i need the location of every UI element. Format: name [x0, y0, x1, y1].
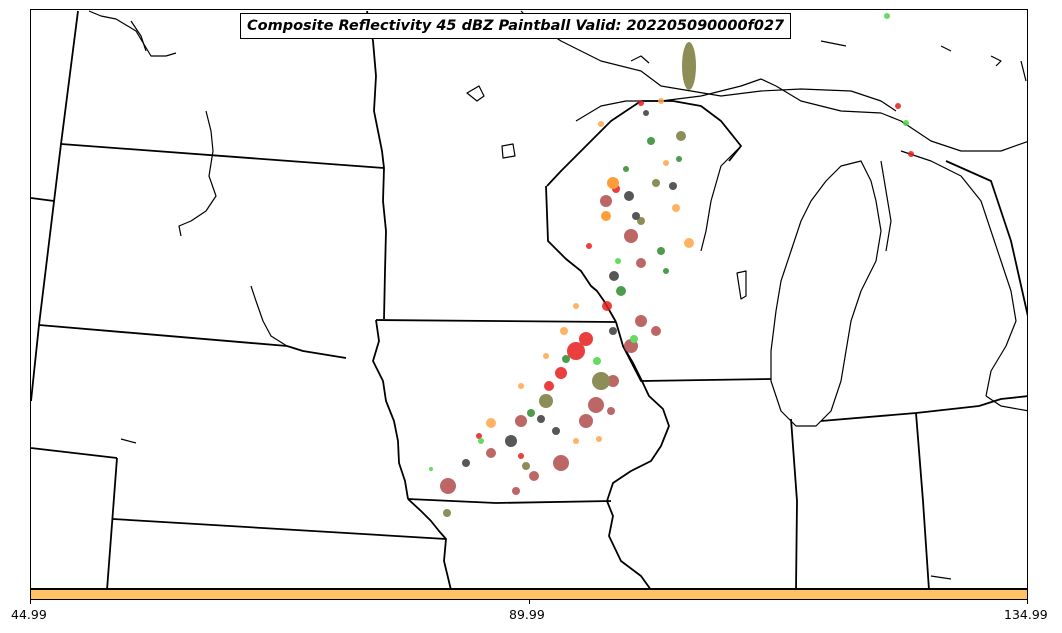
- paintball-blobs: [429, 13, 914, 517]
- colorbar-tick-label-max: 134.99: [1004, 607, 1048, 622]
- coastlines: [88, 10, 1027, 580]
- colorbar-tick-mark: [529, 600, 530, 604]
- state-borders: [31, 10, 1027, 588]
- map-title: Composite Reflectivity 45 dBZ Paintball …: [240, 13, 792, 39]
- colorbar-tick-label-min: 44.99: [11, 607, 47, 622]
- colorbar-tick-label-mid: 89.99: [509, 607, 545, 622]
- map-frame: [30, 9, 1028, 589]
- colorbar-tick-mark: [1027, 600, 1028, 604]
- colorbar-tick-mark: [30, 600, 31, 604]
- map-canvas: [31, 10, 1027, 588]
- colorbar: [30, 589, 1028, 600]
